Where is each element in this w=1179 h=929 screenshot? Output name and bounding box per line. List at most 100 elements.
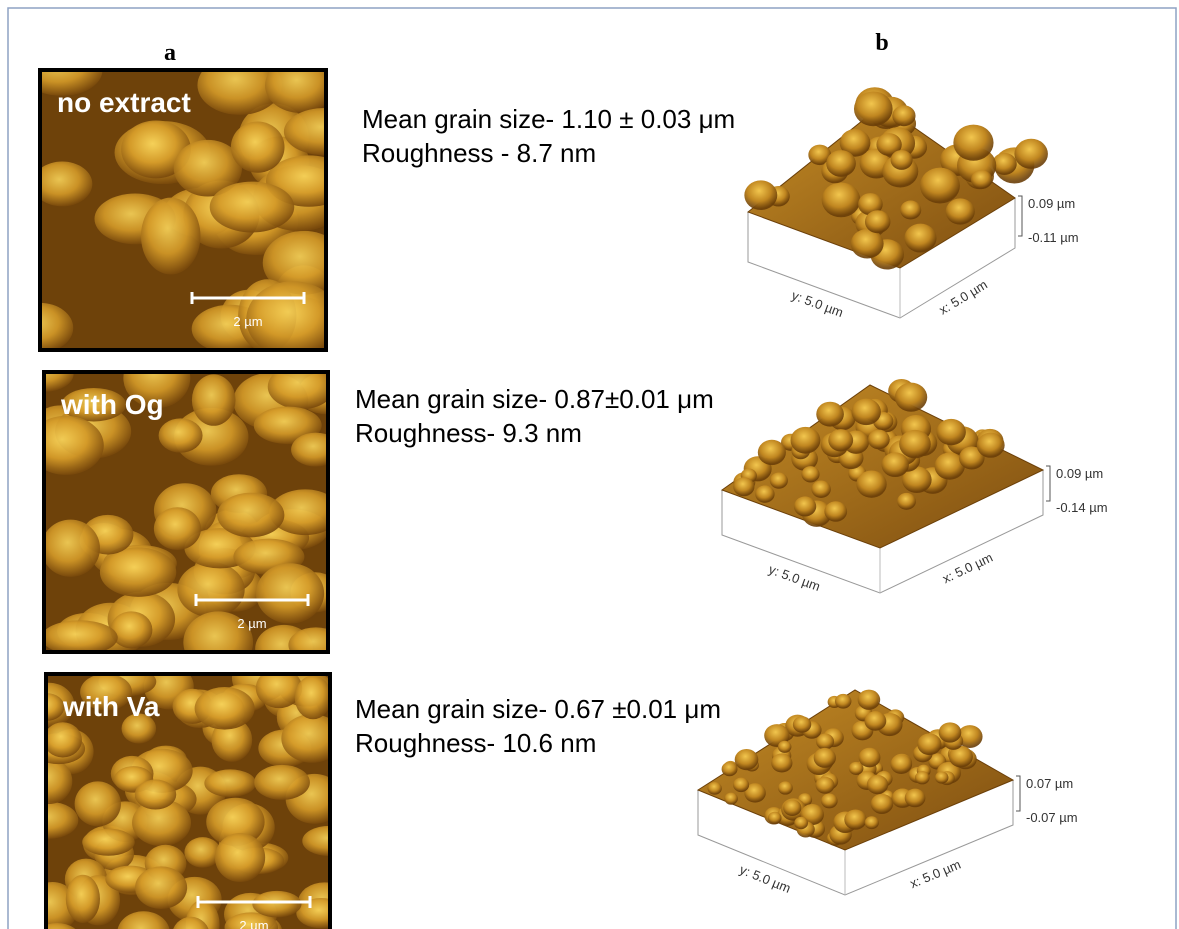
surface-peak: [868, 430, 890, 450]
surface-peak: [904, 224, 936, 253]
surface-peak: [722, 762, 738, 776]
surface-peak: [890, 754, 912, 774]
surface-peak: [851, 229, 884, 259]
surface-peak: [824, 501, 847, 521]
grain: [291, 433, 340, 467]
surface-peak: [758, 440, 786, 465]
grain: [135, 780, 177, 810]
grain-size: Mean grain size- 0.67 ±0.01 μm: [355, 694, 721, 724]
surface-peak: [953, 125, 993, 161]
surface-peak: [811, 480, 830, 497]
surface-peak: [821, 793, 838, 808]
surface-peak: [977, 433, 1005, 458]
surface-peak: [895, 383, 927, 412]
surface-peak: [899, 430, 931, 458]
panel-label: a: [164, 40, 176, 66]
surface-peak: [778, 741, 792, 753]
surface-peak: [917, 733, 941, 755]
grain: [66, 875, 100, 923]
grain: [215, 833, 265, 882]
surface-peak: [816, 777, 835, 794]
surface-peak: [735, 749, 759, 770]
surface-peak: [971, 170, 992, 189]
surface-peak: [865, 816, 879, 829]
surface-peak: [755, 485, 774, 502]
surface-peak: [814, 748, 836, 768]
grain: [254, 765, 310, 800]
grain: [177, 562, 244, 617]
surface-peak: [858, 690, 881, 710]
grain: [21, 802, 78, 839]
grain: [295, 675, 332, 719]
surface-peak: [771, 753, 792, 772]
grain: [231, 122, 285, 173]
surface-peak: [936, 419, 965, 445]
scale-bar-label: 2 µm: [237, 616, 266, 631]
y-axis-label: y: 5.0 µm: [767, 561, 823, 594]
grain: [141, 198, 200, 275]
surface-peak: [733, 477, 754, 496]
surface-peak: [946, 198, 975, 224]
surface-peak: [865, 210, 891, 233]
sample-label: with Og: [60, 389, 164, 420]
grain: [252, 891, 301, 917]
grain-size: Mean grain size- 1.10 ± 0.03 μm: [362, 104, 735, 134]
grain: [41, 620, 117, 655]
grain: [184, 837, 221, 868]
surface-peak: [791, 427, 821, 454]
grain: [195, 687, 255, 730]
grain: [44, 722, 82, 757]
z-min-label: -0.14 µm: [1056, 500, 1108, 515]
grain: [100, 547, 176, 596]
surface-peak: [794, 817, 808, 829]
surface-peak: [859, 748, 881, 768]
z-min-label: -0.11 µm: [1028, 230, 1079, 245]
grain: [75, 781, 121, 826]
surface-peak: [852, 399, 881, 425]
z-scale: [1016, 776, 1020, 811]
surface-peak: [724, 793, 737, 805]
roughness: Roughness - 8.7 nm: [362, 138, 596, 168]
y-axis-label: y: 5.0 µm: [790, 287, 846, 320]
grain: [217, 493, 284, 538]
surface-peak: [768, 812, 782, 824]
surface-peak: [897, 493, 916, 510]
surface-peak: [1014, 139, 1047, 169]
surface-peak: [871, 794, 893, 814]
grain: [159, 418, 203, 452]
grain: [204, 769, 256, 797]
x-axis-label: x: 5.0 µm: [908, 857, 963, 892]
surface-peak: [801, 466, 819, 482]
surface-peak: [854, 91, 893, 126]
z-max-label: 0.09 µm: [1056, 466, 1103, 481]
scale-bar-label: 2 µm: [233, 314, 262, 329]
x-axis-label: x: 5.0 µm: [940, 550, 995, 587]
z-min-label: -0.07 µm: [1026, 810, 1078, 825]
surface-peak: [744, 180, 777, 210]
surface-peak: [794, 496, 816, 516]
grain: [192, 374, 236, 425]
surface-peak: [905, 789, 926, 808]
surface-peak: [920, 168, 960, 204]
surface-peak: [828, 429, 853, 451]
grain-size: Mean grain size- 0.87±0.01 μm: [355, 384, 714, 414]
grain: [210, 182, 295, 233]
grain: [41, 520, 100, 577]
grain: [154, 507, 201, 550]
z-scale: [1046, 466, 1050, 501]
surface-peak: [783, 800, 801, 816]
surface-peak: [770, 472, 788, 488]
surface-peak: [708, 782, 722, 795]
grain: [135, 866, 187, 909]
y-axis-label: y: 5.0 µm: [737, 862, 792, 896]
surface-peak: [900, 201, 921, 220]
surface-peak: [733, 778, 749, 792]
sample-label: no extract: [57, 87, 191, 118]
surface-peak: [835, 694, 851, 709]
grain: [28, 416, 104, 475]
roughness: Roughness- 10.6 nm: [355, 728, 596, 758]
surface-peak: [864, 711, 886, 731]
grain: [256, 563, 324, 623]
grain: [82, 829, 134, 856]
panel-label: b: [875, 30, 888, 56]
